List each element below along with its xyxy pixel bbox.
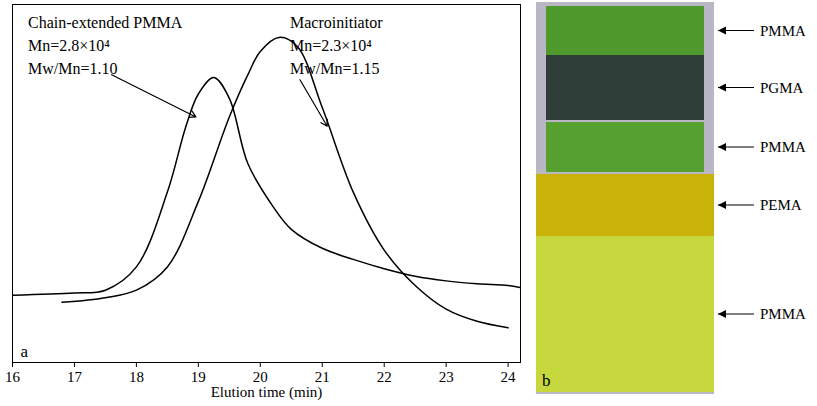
svg-text:21: 21: [314, 369, 330, 386]
svg-text:Mn=2.3×10⁴: Mn=2.3×10⁴: [290, 37, 372, 54]
svg-text:Mn=2.8×10⁴: Mn=2.8×10⁴: [28, 37, 110, 54]
svg-text:20: 20: [252, 369, 268, 386]
svg-text:PEMA: PEMA: [760, 197, 802, 213]
svg-text:b: b: [542, 371, 551, 390]
svg-text:a: a: [21, 342, 29, 361]
svg-text:16: 16: [5, 369, 21, 385]
svg-text:PGMA: PGMA: [760, 80, 804, 96]
svg-text:Elution time (min): Elution time (min): [211, 384, 323, 401]
svg-text:19: 19: [191, 369, 206, 385]
svg-text:18: 18: [129, 369, 144, 385]
svg-text:PMMA: PMMA: [760, 23, 806, 39]
svg-text:17: 17: [67, 369, 83, 385]
svg-text:PMMA: PMMA: [760, 139, 806, 155]
svg-text:23: 23: [439, 369, 454, 385]
svg-text:Mw/Mn=1.15: Mw/Mn=1.15: [290, 60, 379, 77]
svg-text:Macroinitiator: Macroinitiator: [290, 14, 383, 31]
svg-text:Mw/Mn=1.10: Mw/Mn=1.10: [28, 60, 117, 77]
svg-text:PMMA: PMMA: [760, 306, 806, 322]
svg-text:22: 22: [377, 369, 392, 385]
svg-text:24: 24: [501, 369, 517, 385]
svg-text:Chain-extended PMMA: Chain-extended PMMA: [28, 14, 183, 31]
